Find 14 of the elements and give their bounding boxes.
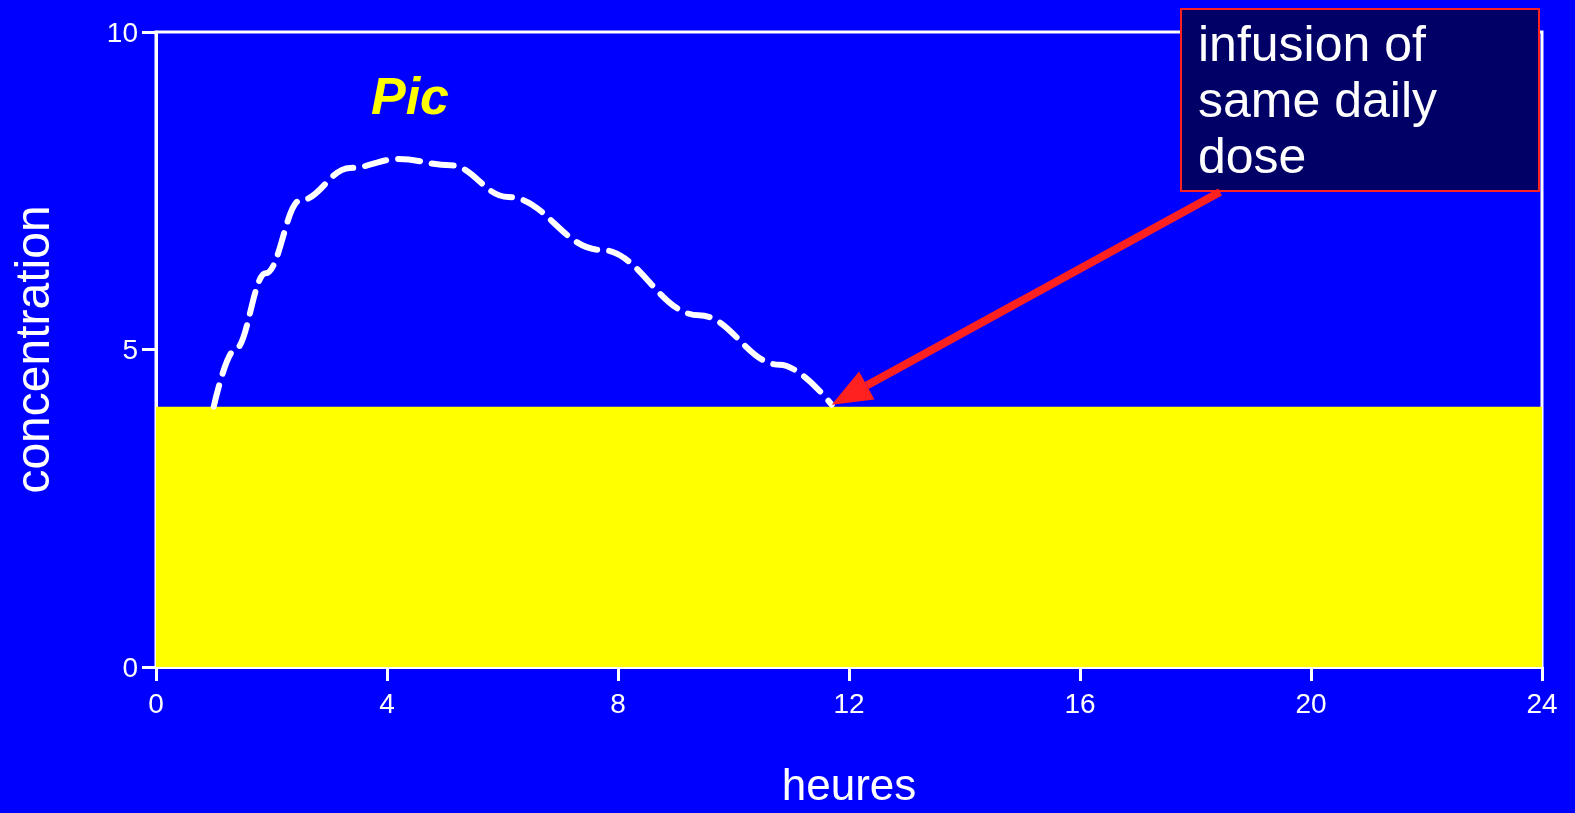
x-tick-label: 8: [610, 687, 626, 719]
x-axis-title: heures: [781, 759, 917, 809]
y-tick-label: 5: [122, 334, 138, 365]
x-tick-label: 0: [148, 687, 164, 719]
y-axis-title: concentration: [5, 205, 59, 494]
annotation: Pic: [370, 66, 450, 125]
x-tick-label: 4: [379, 687, 395, 719]
annotation: infusion of same daily dose: [1180, 8, 1540, 192]
x-tick-label: 16: [1064, 687, 1096, 719]
x-tick-label: 24: [1526, 687, 1558, 719]
x-tick-label: 12: [833, 687, 865, 719]
x-tick-label: 20: [1295, 687, 1327, 719]
y-tick-label: 0: [122, 651, 138, 683]
y-tick-label: 10: [106, 16, 138, 48]
